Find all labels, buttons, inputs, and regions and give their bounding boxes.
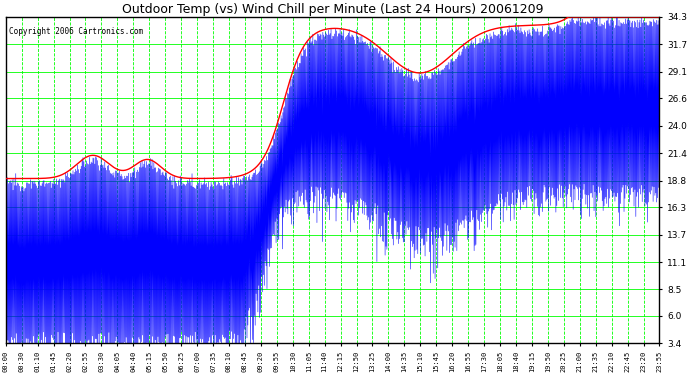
- Title: Outdoor Temp (vs) Wind Chill per Minute (Last 24 Hours) 20061209: Outdoor Temp (vs) Wind Chill per Minute …: [122, 3, 543, 16]
- Text: Copyright 2006 Cartronics.com: Copyright 2006 Cartronics.com: [9, 27, 143, 36]
